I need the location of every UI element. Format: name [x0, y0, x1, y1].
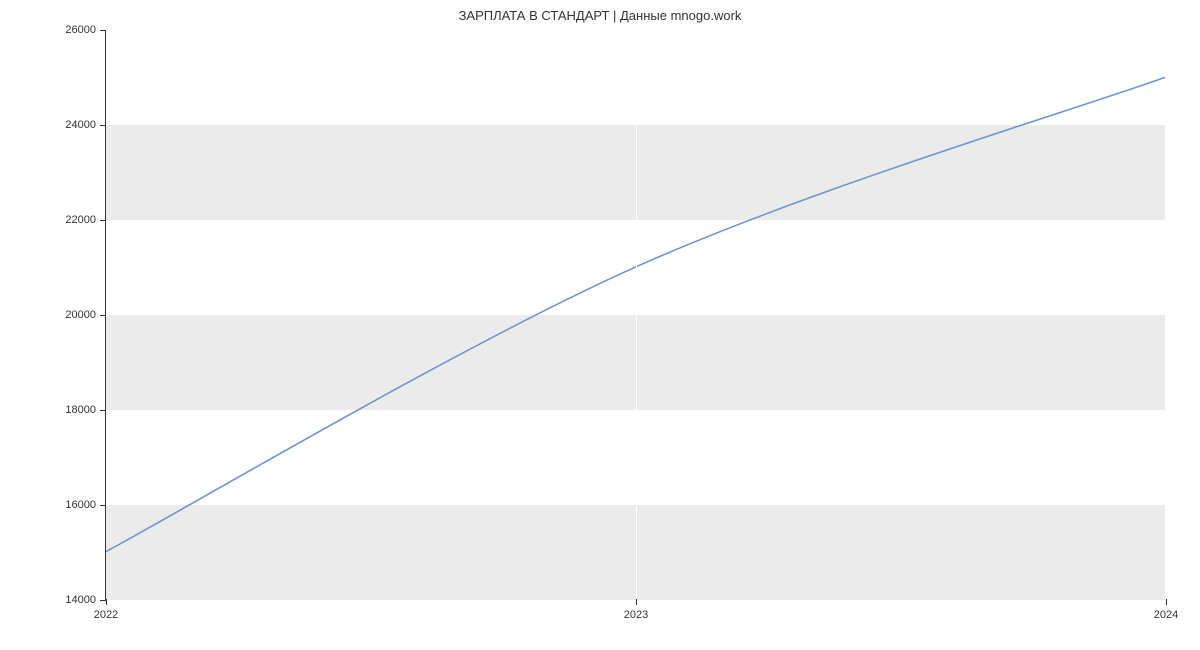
y-axis-label: 20000 [65, 309, 106, 321]
y-axis-label: 26000 [65, 24, 106, 36]
plot-area: 1400016000180002000022000240002600020222… [105, 30, 1165, 600]
y-axis-label: 24000 [65, 119, 106, 131]
x-axis-label: 2022 [94, 599, 118, 621]
x-gridline [636, 30, 637, 599]
x-axis-label: 2024 [1154, 599, 1178, 621]
y-axis-label: 22000 [65, 214, 106, 226]
x-gridline [1166, 30, 1167, 599]
y-axis-label: 16000 [65, 499, 106, 511]
y-axis-label: 18000 [65, 404, 106, 416]
chart-title: ЗАРПЛАТА В СТАНДАРТ | Данные mnogo.work [0, 8, 1200, 23]
x-axis-label: 2023 [624, 599, 648, 621]
